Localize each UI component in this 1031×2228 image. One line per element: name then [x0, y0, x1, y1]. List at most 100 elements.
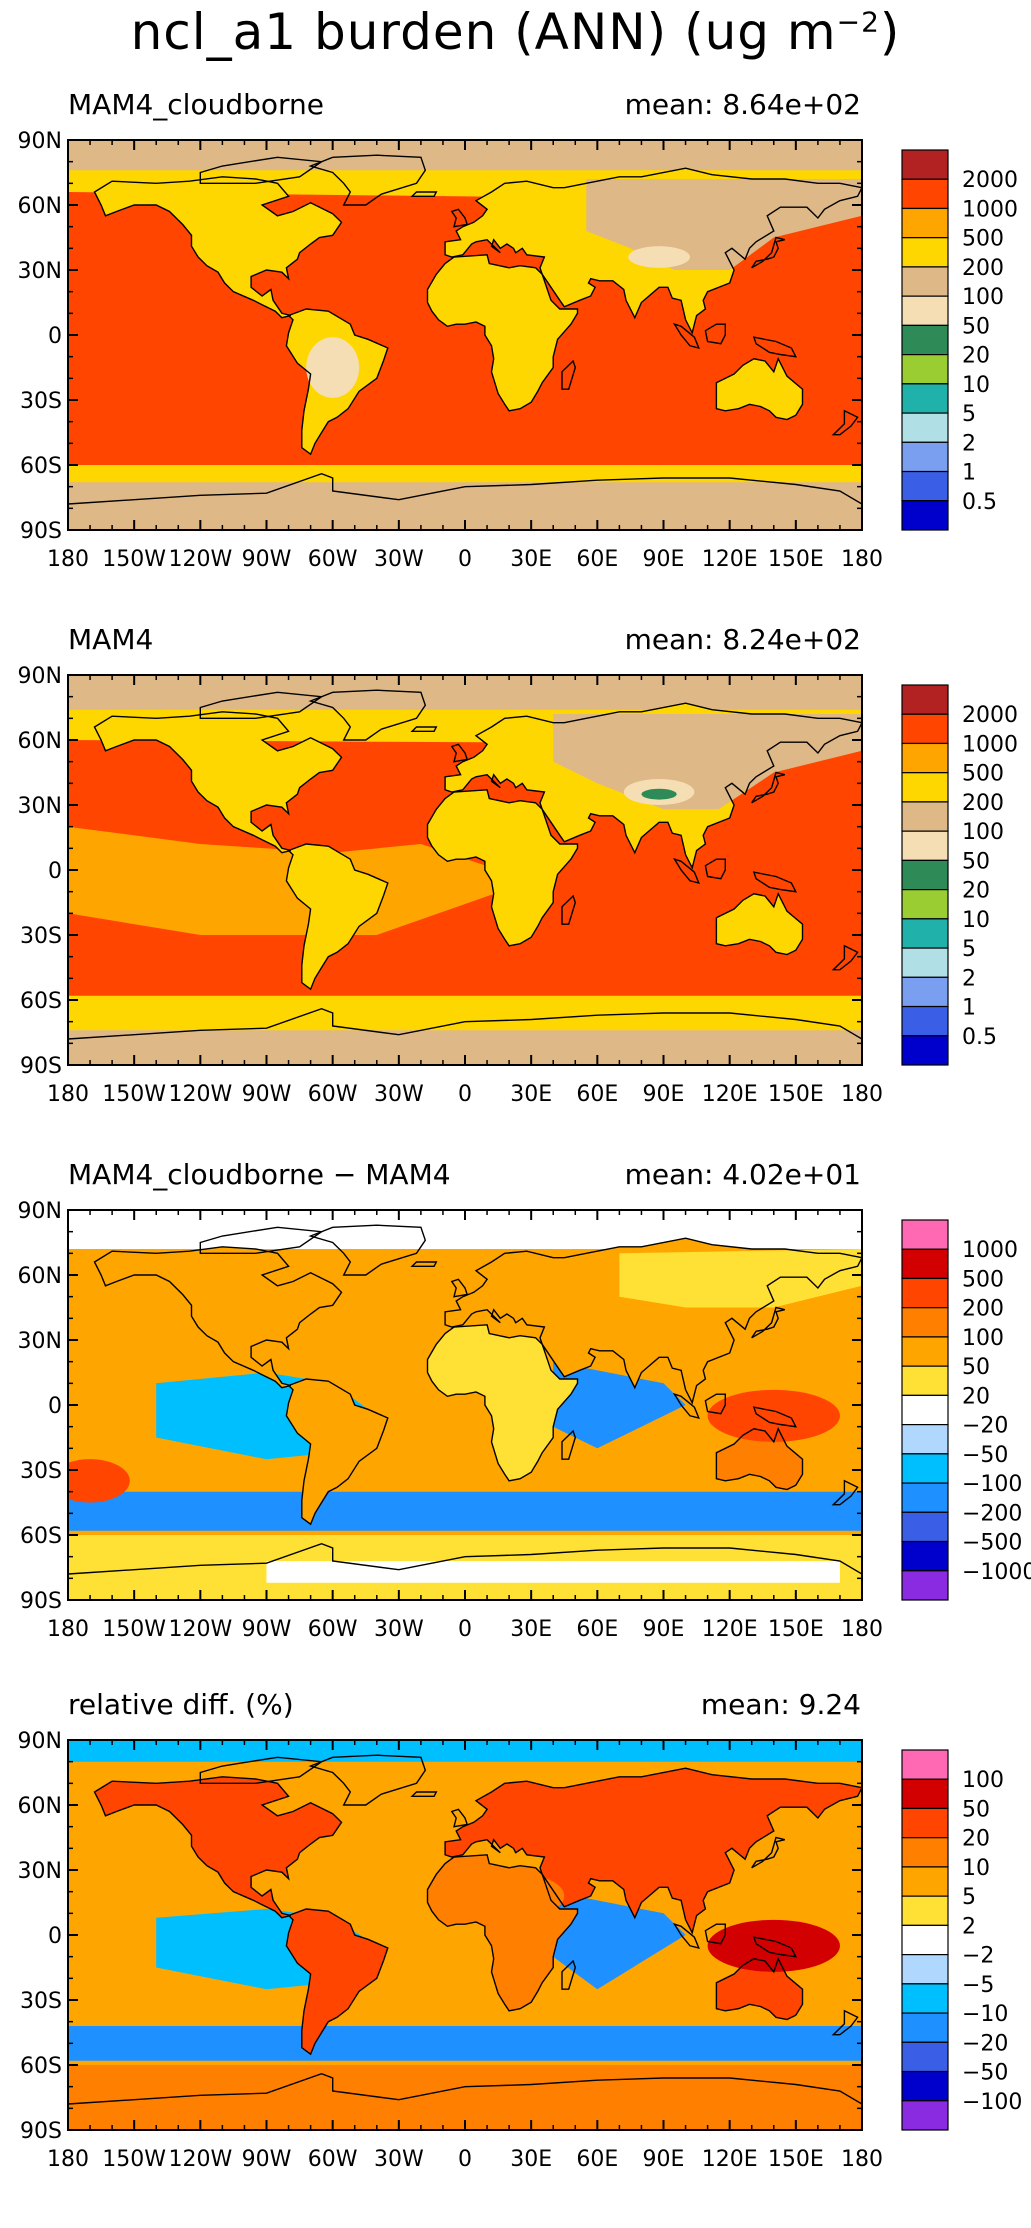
- colorbar-box: [901, 1307, 949, 1338]
- coastline-antarctica: [68, 472, 862, 530]
- lon-label: 180: [47, 2147, 89, 2172]
- colorbar-label: 1000: [962, 732, 1018, 757]
- lon-label: 90W: [242, 1082, 292, 1107]
- colorbar-label: 10: [962, 373, 990, 398]
- panel-label: MAM4_cloudborne: [68, 88, 325, 121]
- coastline-borneo: [704, 858, 726, 880]
- coastline-iceland: [410, 726, 438, 733]
- colorbar-label: 20: [962, 1384, 990, 1409]
- lon-label: 30W: [374, 1617, 424, 1642]
- coastline-southAmerica: [285, 1378, 389, 1526]
- lon-label: 30E: [510, 1082, 552, 1107]
- coastline-australia: [715, 891, 804, 956]
- lon-label: 60W: [308, 1082, 358, 1107]
- colorbar-box: [901, 295, 949, 326]
- coastline-africa: [426, 789, 579, 947]
- coastline-eurasia: [444, 167, 862, 335]
- colorbar-label: 0.5: [962, 1025, 997, 1050]
- lon-label: 60W: [308, 1617, 358, 1642]
- lat-label: 30S: [20, 389, 62, 414]
- coastline-japan: [751, 1306, 785, 1339]
- lon-label: 120W: [168, 1617, 232, 1642]
- lon-label: 60E: [576, 1082, 618, 1107]
- map-svg: 90N 60N 30N 0 30S 60S 90S 180 150W 120W 90W 60W 30W 0…: [18, 129, 1018, 572]
- coastline-northAmerica: [93, 711, 343, 854]
- colorbar-box: [901, 207, 949, 239]
- colorbar-label: 1: [962, 461, 976, 486]
- lon-label: 30E: [510, 547, 552, 572]
- lon-label: 180: [841, 1617, 883, 1642]
- colorbar-label: −20: [962, 2031, 1008, 2056]
- colorbar-box: [901, 1482, 949, 1513]
- region-south-america: [286, 1379, 388, 1525]
- coastline-newGuinea: [752, 871, 798, 893]
- colorbar-label: 10: [962, 908, 990, 933]
- coastline-japan: [751, 771, 785, 804]
- colorbar-box: [901, 149, 949, 180]
- colorbar-box: [901, 1895, 949, 1926]
- coastline-eurasia: [444, 702, 862, 870]
- coastlines: [68, 1224, 862, 1600]
- region-north-america: [94, 711, 342, 853]
- colorbar-box: [901, 1983, 949, 2014]
- coastline-newGuinea: [752, 1936, 798, 1958]
- colorbar-label: 0.5: [962, 490, 997, 515]
- lon-label: 90E: [643, 2147, 685, 2172]
- lat-label: 0: [48, 1394, 62, 1419]
- coastline-northAmerica: [93, 176, 343, 319]
- colorbar-box: [901, 1540, 949, 1572]
- colorbar-box: [901, 1511, 949, 1543]
- lat-label: 30N: [18, 794, 62, 819]
- coastline-newGuinea: [752, 1406, 798, 1428]
- lat-label: 0: [48, 324, 62, 349]
- colorbar-label: −50: [962, 2061, 1008, 2086]
- lon-label: 180: [47, 547, 89, 572]
- region-south-america: [286, 1909, 388, 2055]
- colorbar-box: [901, 859, 949, 891]
- map-svg: 90N 60N 30N 0 30S 60S 90S 180 150W 120W 90W 60W 30W 0…: [18, 1729, 1023, 2172]
- lon-label: 120W: [168, 1082, 232, 1107]
- coastline-greenland: [308, 1754, 427, 1806]
- lon-label: 90W: [242, 2147, 292, 2172]
- colorbar-box: [901, 1365, 949, 1396]
- map-svg: 90N 60N 30N 0 30S 60S 90S 180 150W 120W 90W 60W 30W 0…: [18, 1199, 1031, 1642]
- region-australia: [716, 1428, 803, 1490]
- lon-label: 0: [458, 1082, 472, 1107]
- region-africa: [427, 254, 578, 411]
- colorbar-box: [901, 1837, 949, 1868]
- lon-label: 30W: [374, 2147, 424, 2172]
- coastline-japan: [751, 1836, 785, 1869]
- colorbar-box: [901, 1866, 949, 1897]
- coastline-iceland: [410, 191, 438, 198]
- lat-label: 90N: [18, 129, 62, 154]
- colorbar-box: [901, 1394, 949, 1426]
- map-panel-relative-diff: relative diff. (%) mean: 9.24 90N 60N 30N 0…: [0, 1688, 1031, 2228]
- region-amazon: [306, 337, 360, 398]
- coastline-uk: [450, 1278, 469, 1298]
- panel-mean: mean: 8.64e+02: [624, 88, 861, 121]
- coastline-arcticIslands: [199, 1226, 324, 1255]
- colorbar-box: [901, 178, 949, 210]
- colorbar-box: [901, 1035, 949, 1066]
- coastlines: [68, 689, 862, 1065]
- colorbar-label: 500: [962, 762, 1004, 787]
- coastline-newZealand: [831, 1479, 859, 1506]
- lat-label: 90N: [18, 1199, 62, 1224]
- colorbar-label: 100: [962, 1768, 1004, 1793]
- page-title: ncl_a1 burden (ANN) (ug m−2): [130, 3, 901, 61]
- colorbar-box: [901, 441, 949, 473]
- lon-label: 60E: [576, 1617, 618, 1642]
- lon-label: 180: [47, 1082, 89, 1107]
- coastline-southAmerica: [285, 308, 389, 456]
- colorbar-label: 2: [962, 431, 976, 456]
- region-tibet-core: [641, 788, 677, 800]
- map-svg: 90N 60N 30N 0 30S 60S 90S 180 150W 120W 90W 60W 30W 0…: [18, 664, 1018, 1107]
- field-layer: [68, 675, 862, 1065]
- colorbar-label: −1000: [962, 1560, 1031, 1585]
- lon-label: 120E: [702, 547, 758, 572]
- colorbar-box: [901, 2070, 949, 2102]
- panel-mean: mean: 9.24: [700, 1688, 861, 1721]
- coastline-southAmerica: [285, 1908, 389, 2056]
- region-australia: [716, 1958, 803, 2020]
- lon-label: 150W: [102, 1617, 166, 1642]
